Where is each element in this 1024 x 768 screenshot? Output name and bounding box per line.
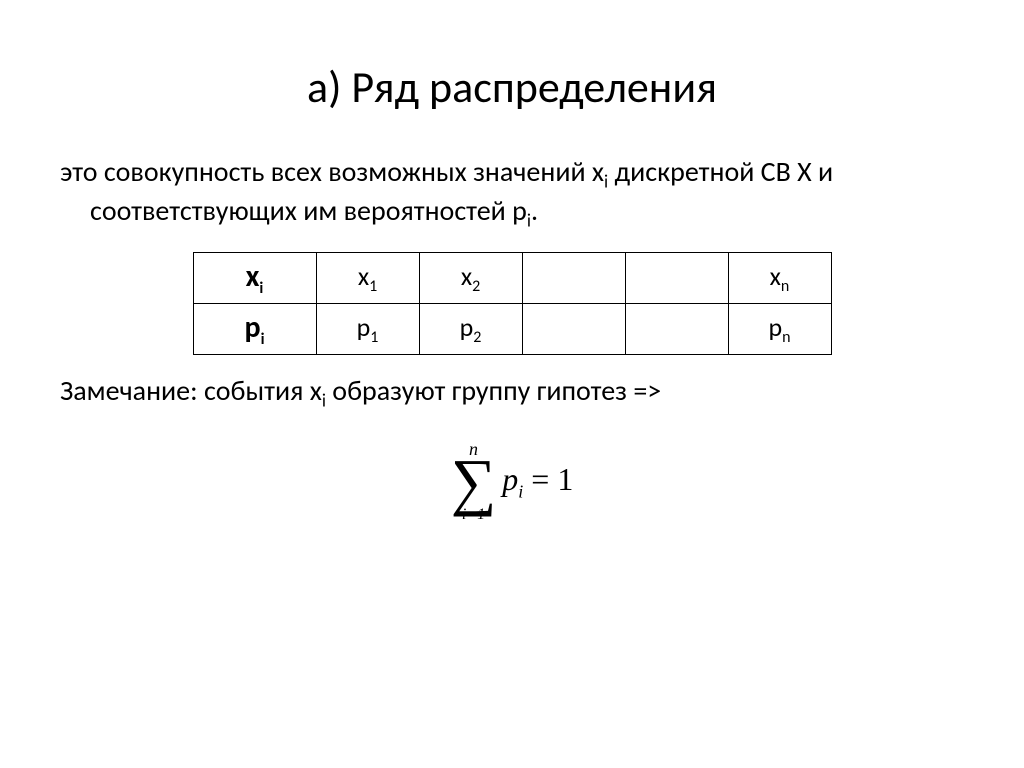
cell-sub: n bbox=[782, 328, 790, 347]
cell-sub: 2 bbox=[472, 277, 480, 296]
row-header-x-sub: i bbox=[259, 279, 263, 298]
row-header-p-base: p bbox=[244, 309, 260, 346]
table-cell: x2 bbox=[419, 253, 522, 304]
cell-base: x bbox=[770, 260, 781, 292]
cell-sub: 2 bbox=[473, 328, 481, 347]
table-cell: p1 bbox=[316, 304, 419, 355]
slide-title: а) Ряд распределения bbox=[60, 60, 964, 114]
definition-prefix: это совокупность всех возможных значений… bbox=[60, 154, 604, 189]
remark-prefix: Замечание: события x bbox=[60, 373, 322, 408]
cell-base: p bbox=[768, 311, 782, 343]
cell-base: x bbox=[358, 260, 369, 292]
equals-one: = 1 bbox=[523, 461, 573, 497]
table-cell bbox=[522, 304, 625, 355]
row-header-x: xi bbox=[193, 253, 316, 304]
cell-base: x bbox=[461, 260, 472, 292]
table-cell: xn bbox=[728, 253, 831, 304]
table-cell: pn bbox=[728, 304, 831, 355]
term-base: p bbox=[502, 461, 518, 497]
table-row: xi x1 x2 xn bbox=[193, 253, 831, 304]
remark-suffix: образуют группу гипотез => bbox=[326, 373, 661, 408]
table-cell: p2 bbox=[419, 304, 522, 355]
definition-suffix: . bbox=[531, 193, 538, 228]
cell-sub: 1 bbox=[369, 277, 377, 296]
remark-text: Замечание: события xi образуют группу ги… bbox=[60, 373, 964, 412]
table-cell: x1 bbox=[316, 253, 419, 304]
slide: а) Ряд распределения это совокупность вс… bbox=[0, 0, 1024, 768]
row-header-p-sub: i bbox=[261, 330, 265, 349]
table-cell bbox=[625, 253, 728, 304]
sum-lower-limit: i=1 bbox=[462, 507, 485, 523]
cell-base: p bbox=[357, 311, 371, 343]
cell-base: p bbox=[460, 311, 474, 343]
row-header-x-base: x bbox=[246, 258, 260, 295]
table-cell bbox=[522, 253, 625, 304]
distribution-table: xi x1 x2 xn pi p1 p2 pn bbox=[193, 252, 832, 355]
sigma-block: n ∑ i=1 bbox=[451, 440, 497, 523]
sum-expression: pi = 1 bbox=[502, 461, 573, 502]
table-cell bbox=[625, 304, 728, 355]
definition-text: это совокупность всех возможных значений… bbox=[60, 154, 964, 232]
row-header-p: pi bbox=[193, 304, 316, 355]
sum-wrap: n ∑ i=1 pi = 1 bbox=[451, 440, 574, 523]
cell-sub: n bbox=[781, 277, 789, 296]
cell-sub: 1 bbox=[370, 328, 378, 347]
sum-formula: n ∑ i=1 pi = 1 bbox=[60, 440, 964, 523]
sigma-icon: ∑ bbox=[451, 456, 497, 507]
table-row: pi p1 p2 pn bbox=[193, 304, 831, 355]
